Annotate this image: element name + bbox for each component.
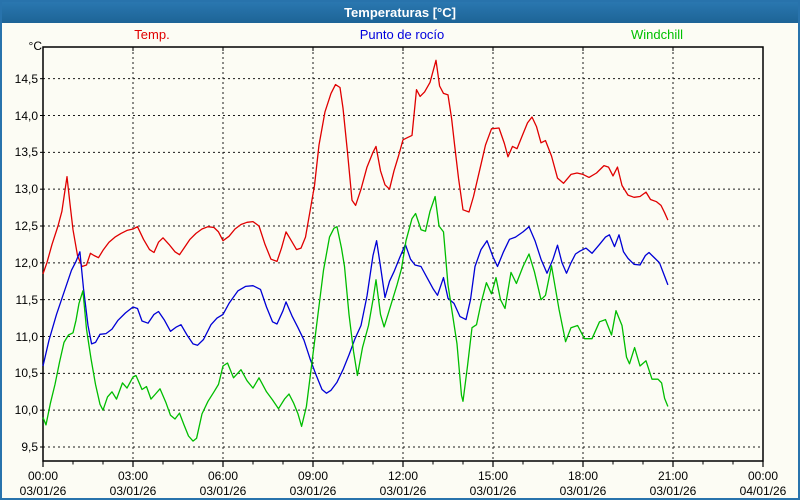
x-tick-label: 21:00 03/01/26 [638,469,708,499]
series-line-2 [42,195,669,442]
x-tick-label: 18:00 03/01/26 [548,469,618,499]
x-tick-label: 03:00 03/01/26 [98,469,168,499]
x-tick-label: 00:00 03/01/26 [8,469,78,499]
y-tick-label: 11,0 [15,329,38,344]
x-tick-date: 03/01/26 [469,484,517,498]
legend-item-windchill: Windchill [630,27,684,42]
y-tick-label: 13,0 [14,182,38,197]
y-tick-label: 14,5 [14,71,38,86]
x-tick-time: 00:00 [747,469,779,483]
series-line-1 [42,226,669,394]
y-tick-label: 14,0 [14,108,38,123]
x-tick-label: 09:00 03/01/26 [278,469,348,499]
x-tick-date: 03/01/26 [109,484,157,498]
window-title: Temperaturas [°C] [344,5,456,20]
x-tick-time: 09:00 [297,469,329,483]
x-tick-time: 00:00 [27,469,59,483]
y-tick-label: 9,5 [21,440,38,454]
x-tick-date: 04/01/26 [739,484,787,498]
x-tick-time: 12:00 [387,469,419,483]
x-tick-time: 18:00 [567,469,599,483]
y-axis-unit-label: °C [28,39,42,53]
x-tick-time: 06:00 [207,469,239,483]
x-tick-date: 03/01/26 [199,484,247,498]
x-tick-date: 03/01/26 [649,484,697,498]
title-bar: Temperaturas [°C] [2,2,798,23]
y-tick-label: 10,5 [14,366,38,381]
x-tick-label: 00:00 04/01/26 [728,469,798,499]
x-tick-date: 03/01/26 [289,484,337,498]
y-tick-label: 11,5 [15,292,38,307]
x-tick-time: 21:00 [657,469,689,483]
plot-border [42,46,764,462]
x-tick-time: 15:00 [477,469,509,483]
legend-item-temp: Temp. [134,27,170,42]
x-tick-date: 03/01/26 [559,484,607,498]
x-tick-date: 03/01/26 [379,484,427,498]
series-line-0 [42,59,669,275]
legend-item-dewpoint: Punto de rocío [359,27,445,42]
x-tick-label: 12:00 03/01/26 [368,469,438,499]
y-tick-label: 13,5 [14,145,38,160]
x-tick-date: 03/01/26 [19,484,67,498]
y-tick-label: 12,0 [14,255,38,270]
x-tick-label: 15:00 03/01/26 [458,469,528,499]
x-tick-label: 06:00 03/01/26 [188,469,258,499]
x-tick-time: 03:00 [117,469,149,483]
y-tick-label: 12,5 [14,219,38,233]
y-tick-label: 10,0 [14,403,38,418]
